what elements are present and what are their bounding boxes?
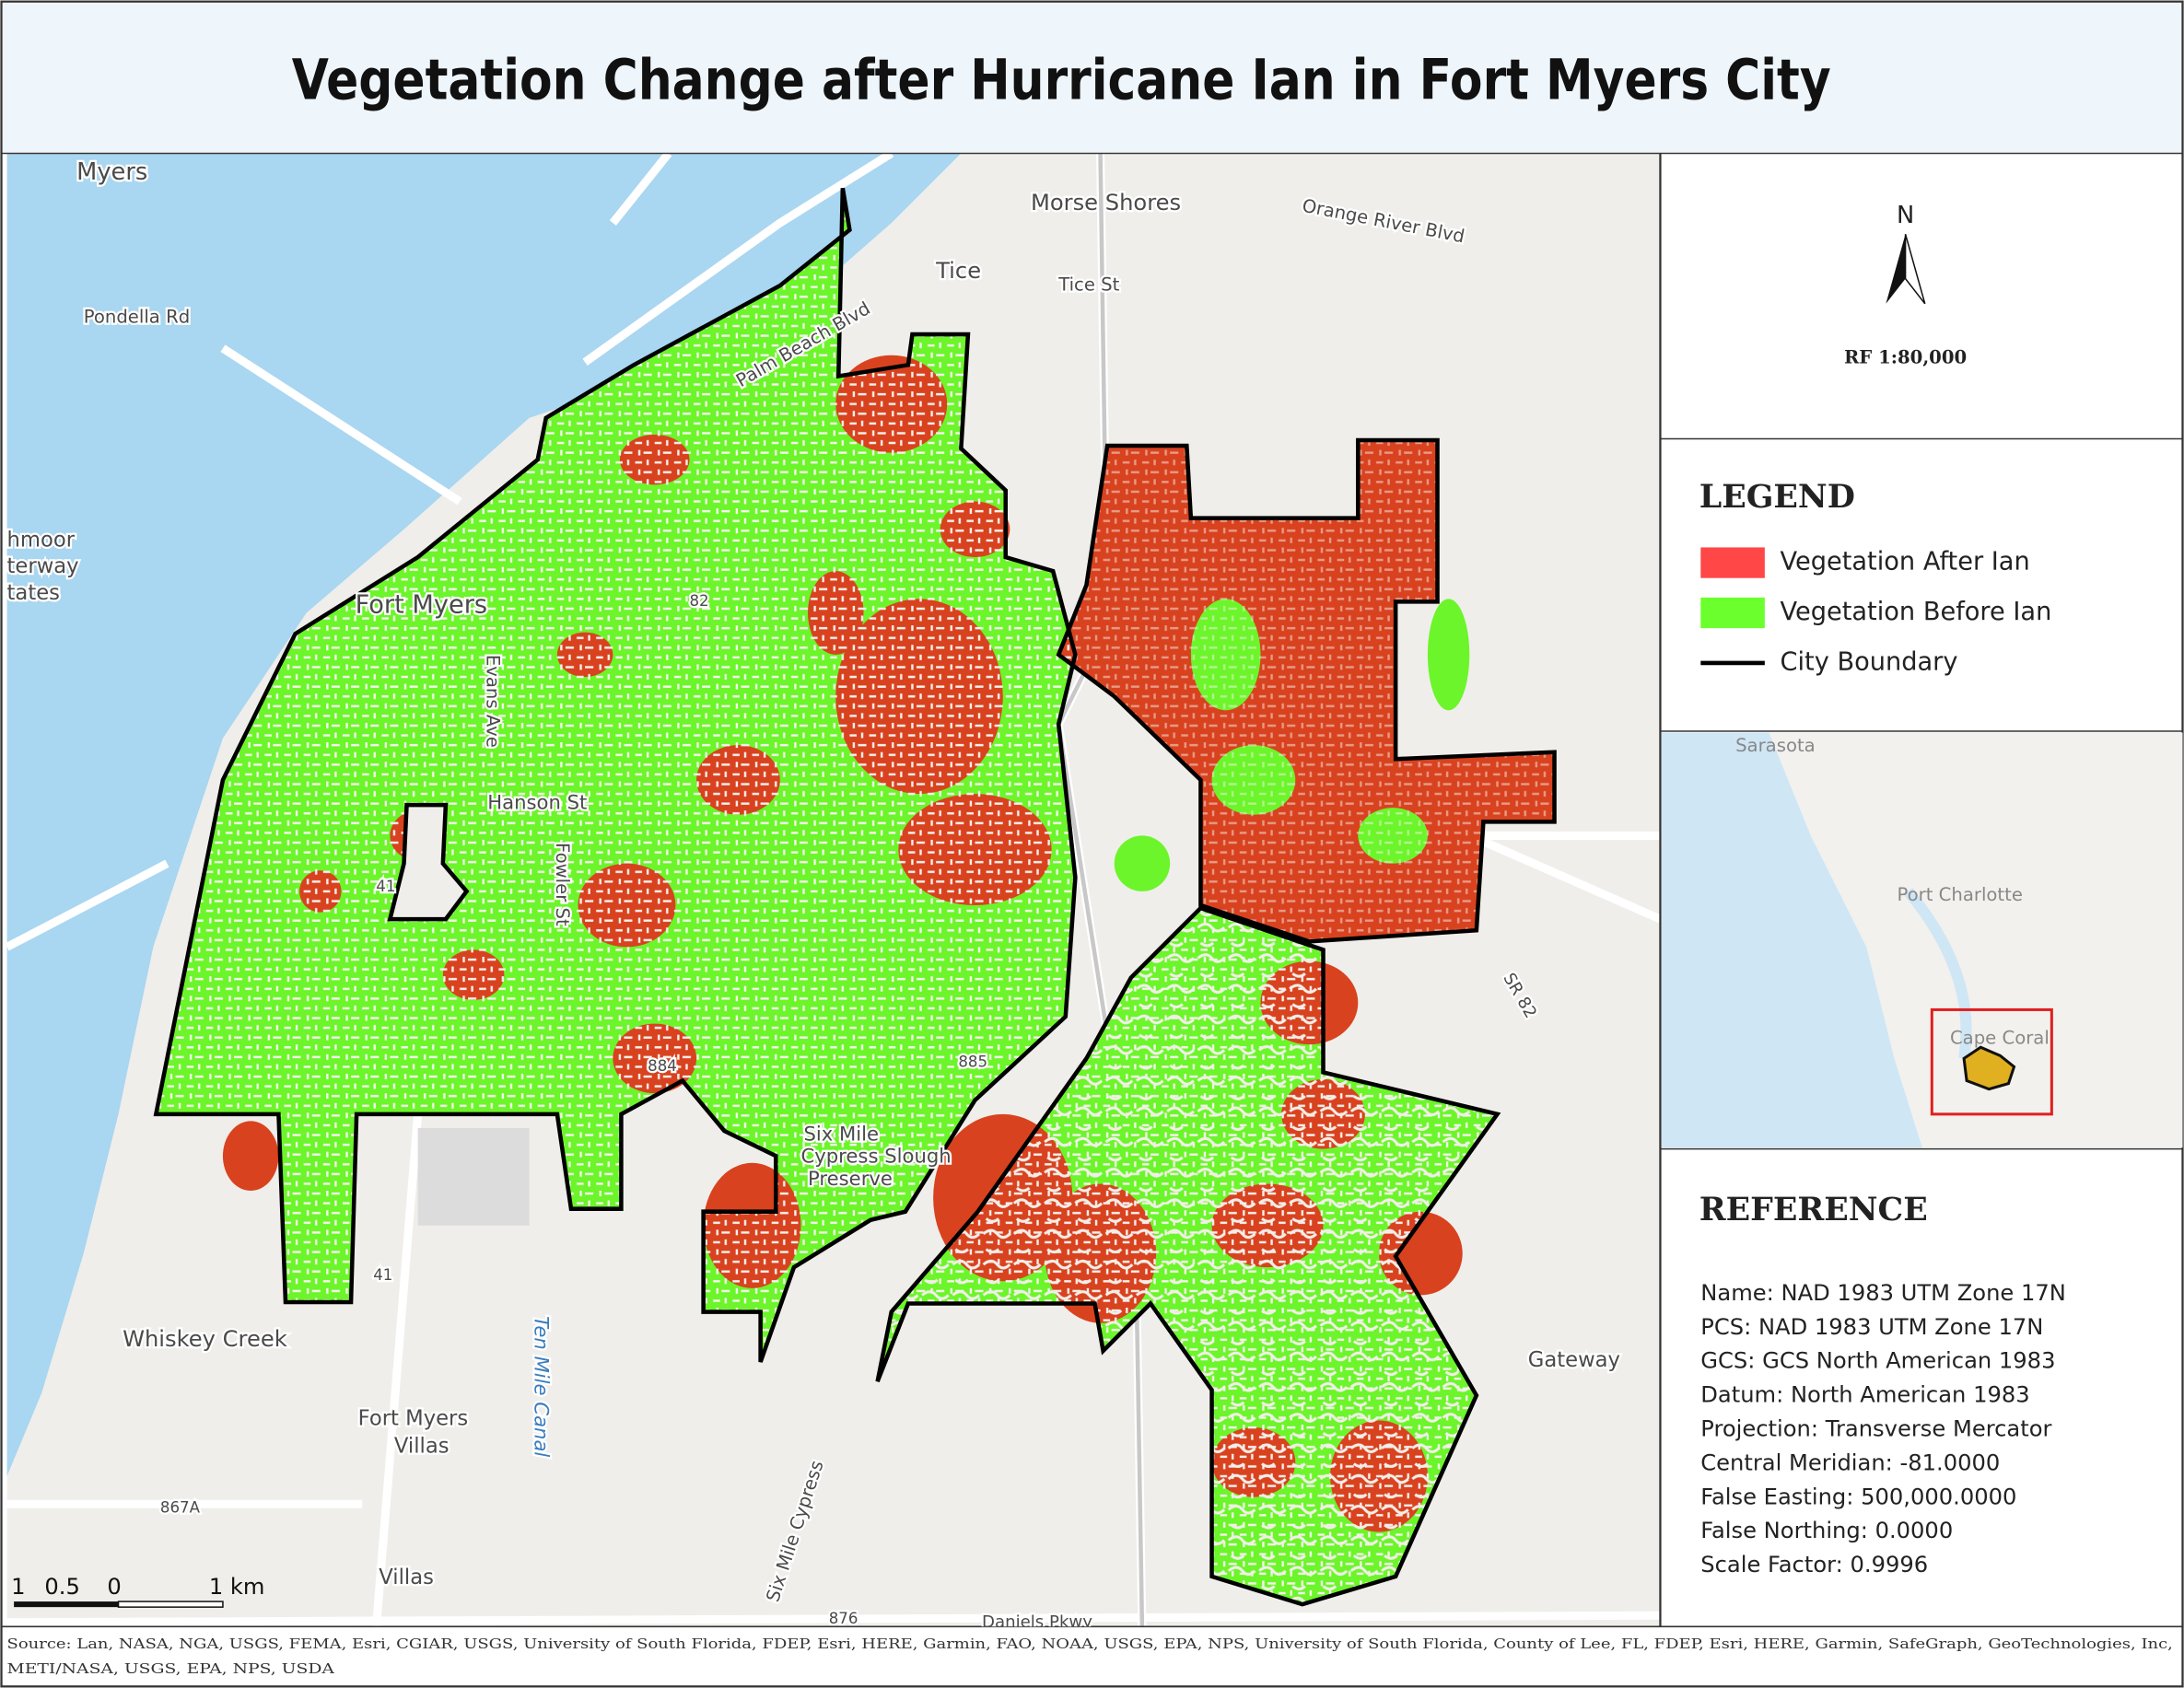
texture: [1058, 439, 1555, 942]
scale-label: 1: [11, 1574, 25, 1600]
legend-label: Vegetation After Ian: [1780, 548, 2029, 576]
city-boundary: [1056, 437, 1557, 944]
city-hole: [387, 802, 470, 922]
map-label: Preserve: [808, 1167, 893, 1190]
map-label: Villas: [379, 1566, 434, 1589]
map-label: 867A: [160, 1498, 201, 1516]
map-label: terway: [7, 554, 79, 578]
map-label: Fort Myers: [358, 1407, 469, 1431]
map-label: 41: [373, 1266, 392, 1284]
inset-label: Port Charlotte: [1898, 884, 2023, 905]
vegetation-after: [222, 1121, 279, 1192]
map-label: Fowler St: [552, 843, 573, 926]
city-boundary: [875, 905, 1501, 1607]
source-text: METI/NASA, USGS, EPA, NPS, USDA: [7, 1660, 336, 1677]
reference-line: GCS: GCS North American 1983: [1700, 1348, 2055, 1374]
source-text: Source: Lan, NASA, NGA, USGS, FEMA, Esri…: [7, 1636, 2173, 1652]
north-arrow: [1886, 233, 1926, 305]
scale-bar-segment: [14, 1601, 119, 1608]
scale-ratio: RF 1:80,000: [1844, 346, 1967, 367]
map-label: Cypress Slough: [800, 1145, 951, 1168]
legend-label: City Boundary: [1780, 647, 1957, 676]
scale-bar: 1 0.5 0 1 km: [11, 1574, 265, 1608]
vegetation-before: [1427, 599, 1470, 711]
reference-line: Datum: North American 1983: [1700, 1382, 2029, 1408]
river-arm: [6, 348, 279, 502]
map-label: 82: [689, 592, 708, 610]
legend-swatch: [1700, 597, 1765, 629]
scale-bar-segment: [117, 1601, 224, 1608]
scale-label: 0.5: [44, 1574, 79, 1600]
map: [6, 153, 1661, 1627]
map-label: 884: [648, 1057, 677, 1075]
map-label: Hanson St: [487, 791, 587, 814]
vegetation-before: [1114, 835, 1171, 891]
map-label: 876: [829, 1610, 858, 1627]
map-label: Evans Ave: [482, 655, 503, 748]
airport: [417, 1127, 530, 1226]
map-label: Tice St: [1057, 274, 1119, 296]
map-label: Ten Mile Canal: [531, 1316, 554, 1457]
legend-title: LEGEND: [1699, 478, 1855, 516]
inset-label: Cape Coral: [1950, 1028, 2050, 1049]
inset-label: Sarasota: [1735, 735, 1816, 756]
map-label: 885: [958, 1053, 987, 1070]
city-vegetation: [153, 187, 1557, 1607]
map-label: Daniels Pkwy: [982, 1612, 1092, 1632]
scale-label: 0: [107, 1574, 121, 1600]
reference-line: False Easting: 500,000.0000: [1700, 1484, 2016, 1509]
reference-line: Name: NAD 1983 UTM Zone 17N: [1700, 1280, 2066, 1306]
legend-swatch: [1700, 547, 1765, 578]
title: Vegetation Change after Hurricane Ian in…: [292, 48, 1831, 112]
map-label: Whiskey Creek: [123, 1326, 287, 1352]
map-label: Six Mile: [803, 1123, 879, 1146]
reference-line: False Northing: 0.0000: [1700, 1518, 1953, 1543]
city-boundary: [153, 187, 1078, 1363]
map-label: tates: [7, 581, 60, 605]
reference-line: Central Meridian: -81.0000: [1700, 1449, 2000, 1475]
inset-map: [1661, 732, 2183, 1148]
map-label: Pondella Rd: [84, 306, 190, 327]
map-label: Fort Myers: [356, 590, 487, 619]
map-label: hmoor: [7, 528, 76, 552]
reference-line: Projection: Transverse Mercator: [1700, 1415, 2051, 1441]
texture: [877, 908, 1498, 1605]
map-label: Tice: [935, 258, 981, 284]
north-label: N: [1897, 202, 1914, 229]
map-label: Gateway: [1528, 1348, 1620, 1372]
reference-line: Scale Factor: 0.9996: [1700, 1552, 1928, 1577]
legend-label: Vegetation Before Ian: [1780, 598, 2051, 626]
map-label: 41: [376, 878, 395, 895]
reference-line: PCS: NAD 1983 UTM Zone 17N: [1700, 1314, 2043, 1340]
reference-title: REFERENCE: [1699, 1191, 1928, 1228]
title-bar: [3, 3, 2181, 152]
scale-label: 1 km: [209, 1574, 265, 1600]
map-label: Morse Shores: [1031, 190, 1181, 215]
map-label: Villas: [394, 1435, 450, 1459]
map-label: Myers: [76, 158, 147, 186]
